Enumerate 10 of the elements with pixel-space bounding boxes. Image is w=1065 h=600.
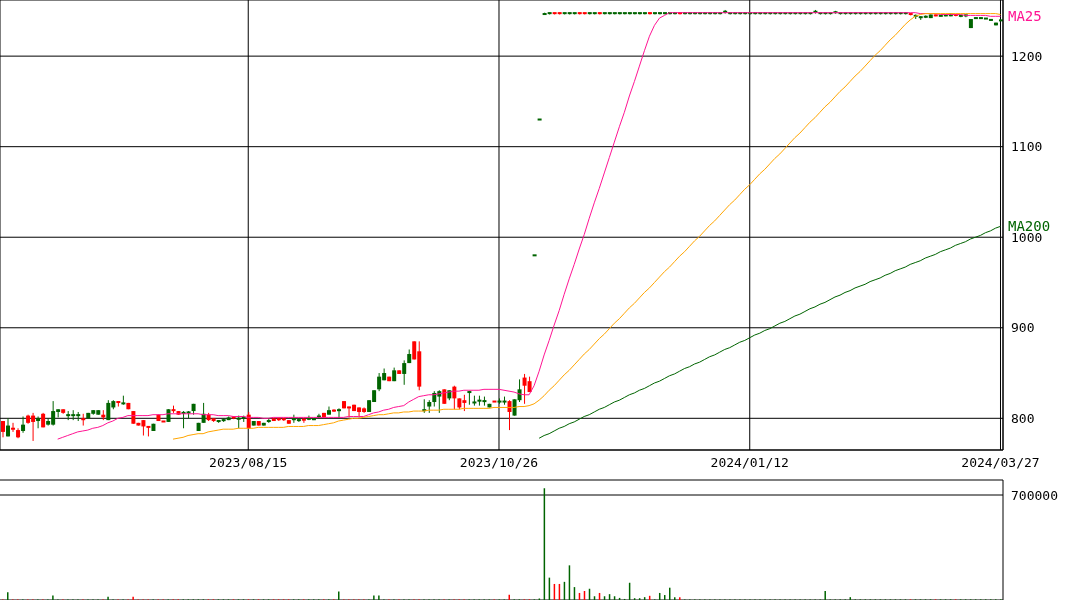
y-tick-label: 800 bbox=[1011, 410, 1035, 426]
series-label: MA25 bbox=[1008, 8, 1042, 25]
x-tick-label: 2023/08/15 bbox=[209, 455, 288, 471]
y-tick-label: 700000 bbox=[1011, 487, 1058, 503]
y-tick-label: 900 bbox=[1011, 320, 1035, 336]
x-tick-label: 2024/01/12 bbox=[710, 455, 789, 471]
x-tick-label: 2024/03/27 bbox=[961, 455, 1040, 471]
y-tick-label: 1100 bbox=[1011, 139, 1043, 155]
y-tick-label: 1200 bbox=[1011, 48, 1043, 64]
x-tick-label: 2023/10/26 bbox=[459, 455, 539, 471]
